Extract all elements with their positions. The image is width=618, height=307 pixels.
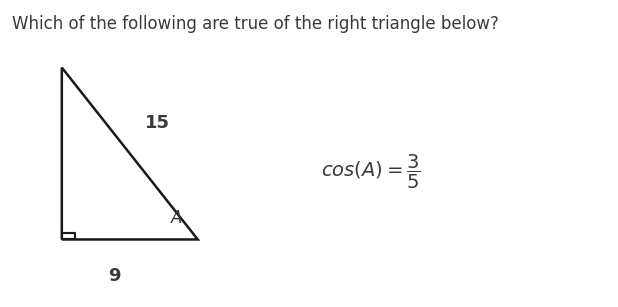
Text: 15: 15 (145, 114, 170, 132)
Text: A: A (171, 209, 182, 227)
Text: Which of the following are true of the right triangle below?: Which of the following are true of the r… (12, 15, 499, 33)
Text: $\mathit{cos}(A) = \dfrac{3}{5}$: $\mathit{cos}(A) = \dfrac{3}{5}$ (321, 153, 421, 191)
Text: 9: 9 (108, 267, 121, 285)
